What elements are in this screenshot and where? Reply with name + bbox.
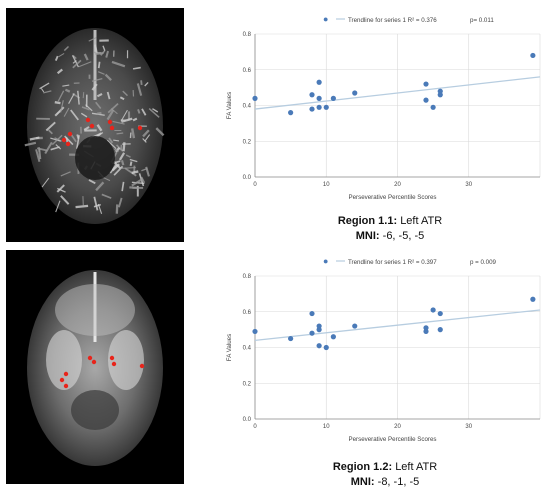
x-tick-label: 0	[253, 424, 257, 430]
data-point	[316, 79, 322, 85]
data-point	[323, 344, 329, 351]
p-value: p= 0.011	[470, 17, 494, 24]
legend-text: Trendline for series 1 R² = 0.397	[348, 259, 437, 266]
data-point	[437, 310, 443, 317]
y-tick-label: 0.8	[243, 274, 252, 280]
y-tick-label: 0.4	[243, 104, 252, 110]
region-value-1: Left ATR	[400, 215, 443, 227]
data-point	[309, 330, 315, 336]
data-point	[430, 104, 436, 110]
activation-spot	[63, 371, 69, 377]
brain-outline	[27, 28, 163, 224]
mni-label-1: MNI:	[355, 230, 380, 242]
activation-spot	[65, 141, 71, 147]
data-point	[430, 307, 436, 313]
data-point	[330, 95, 336, 101]
data-point	[423, 325, 429, 331]
y-tick-label: 0.4	[243, 346, 252, 352]
legend-marker: ●	[323, 14, 328, 24]
brain-scan-skeleton	[24, 28, 165, 224]
data-point	[323, 104, 329, 110]
scatter-chart-1: ● Trendline for series 1 R² = 0.376 p= 0.0…	[205, 10, 550, 210]
data-point	[530, 52, 536, 59]
y-tick-label: 0.8	[243, 32, 252, 38]
data-point	[309, 92, 315, 98]
brain-image-2	[6, 250, 184, 484]
x-tick-label: 30	[465, 424, 472, 430]
y-tick-label: 0.0	[243, 175, 252, 181]
data-point	[309, 310, 315, 317]
data-point	[423, 81, 429, 87]
trendline	[254, 309, 541, 341]
y-tick-label: 0.0	[243, 417, 252, 423]
data-point	[288, 335, 294, 342]
activation-spot	[59, 377, 65, 383]
x-axis-title: Perseverative Percentile Scores	[348, 436, 436, 443]
legend: ● Trendline for series 1 R² = 0.397 p = 0.…	[323, 256, 497, 266]
activation-spot	[91, 359, 97, 365]
data-point	[316, 104, 322, 110]
y-tick-label: 0.2	[243, 139, 252, 145]
activation-spot	[139, 363, 145, 369]
data-point	[423, 328, 429, 335]
activation-spot	[137, 125, 143, 131]
data-point	[352, 323, 358, 329]
activation-spot	[109, 125, 115, 131]
y-tick-label: 0.6	[243, 68, 252, 74]
x-tick-label: 10	[323, 424, 330, 430]
data-point	[423, 97, 429, 103]
legend-marker: ●	[323, 256, 328, 266]
data-point	[316, 323, 322, 329]
activation-spot	[85, 117, 91, 123]
p-value: p = 0.009	[470, 259, 497, 266]
data-point	[252, 328, 258, 335]
x-tick-label: 30	[465, 182, 472, 188]
y-tick-label: 0.6	[243, 310, 252, 316]
y-axis-title: FA Values	[226, 92, 233, 119]
activation-spot	[107, 119, 113, 125]
region-caption-2: Region 1.2: Left ATR MNI: -8, -1, -5	[295, 460, 475, 490]
x-tick-label: 0	[253, 182, 257, 188]
x-tick-label: 20	[394, 424, 401, 430]
brain-image-1	[6, 8, 184, 242]
activation-spot	[63, 383, 69, 389]
activation-spot	[67, 131, 73, 137]
x-tick-label: 20	[394, 182, 401, 188]
activation-spot	[109, 355, 115, 361]
data-point	[316, 95, 322, 101]
data-point	[309, 106, 315, 112]
activation-spot	[89, 123, 95, 129]
mni-label-2: MNI:	[350, 476, 375, 488]
data-point	[352, 90, 358, 96]
y-tick-label: 0.2	[243, 381, 252, 387]
region-value-2: Left ATR	[395, 461, 438, 473]
brain-scan-smooth	[27, 270, 163, 466]
x-axis-title: Perseverative Percentile Scores	[348, 194, 436, 201]
activation-spot	[111, 361, 117, 367]
data-point	[330, 334, 336, 340]
legend: ● Trendline for series 1 R² = 0.376 p= 0.0…	[323, 14, 494, 24]
region-label-1: Region 1.1:	[337, 215, 398, 227]
region-label-2: Region 1.2:	[332, 461, 393, 473]
data-point	[437, 88, 443, 94]
data-point	[288, 110, 294, 116]
data-point	[252, 95, 258, 101]
data-point	[530, 296, 536, 302]
trendline	[254, 76, 541, 110]
data-point	[316, 327, 322, 333]
data-point	[437, 92, 443, 98]
y-axis-title: FA Values	[226, 334, 233, 361]
region-caption-1: Region 1.1: Left ATR MNI: -6, -5, -5	[300, 214, 480, 244]
x-tick-label: 10	[323, 182, 330, 188]
activation-spot	[61, 137, 67, 143]
mni-value-1: -6, -5, -5	[382, 230, 425, 242]
mni-value-2: -8, -1, -5	[377, 476, 420, 488]
scatter-chart-2: ● Trendline for series 1 R² = 0.397 p = 0.…	[205, 252, 550, 452]
data-point	[437, 327, 443, 333]
data-point	[316, 343, 322, 349]
activation-spot	[87, 355, 93, 361]
legend-text: Trendline for series 1 R² = 0.376	[348, 17, 437, 24]
